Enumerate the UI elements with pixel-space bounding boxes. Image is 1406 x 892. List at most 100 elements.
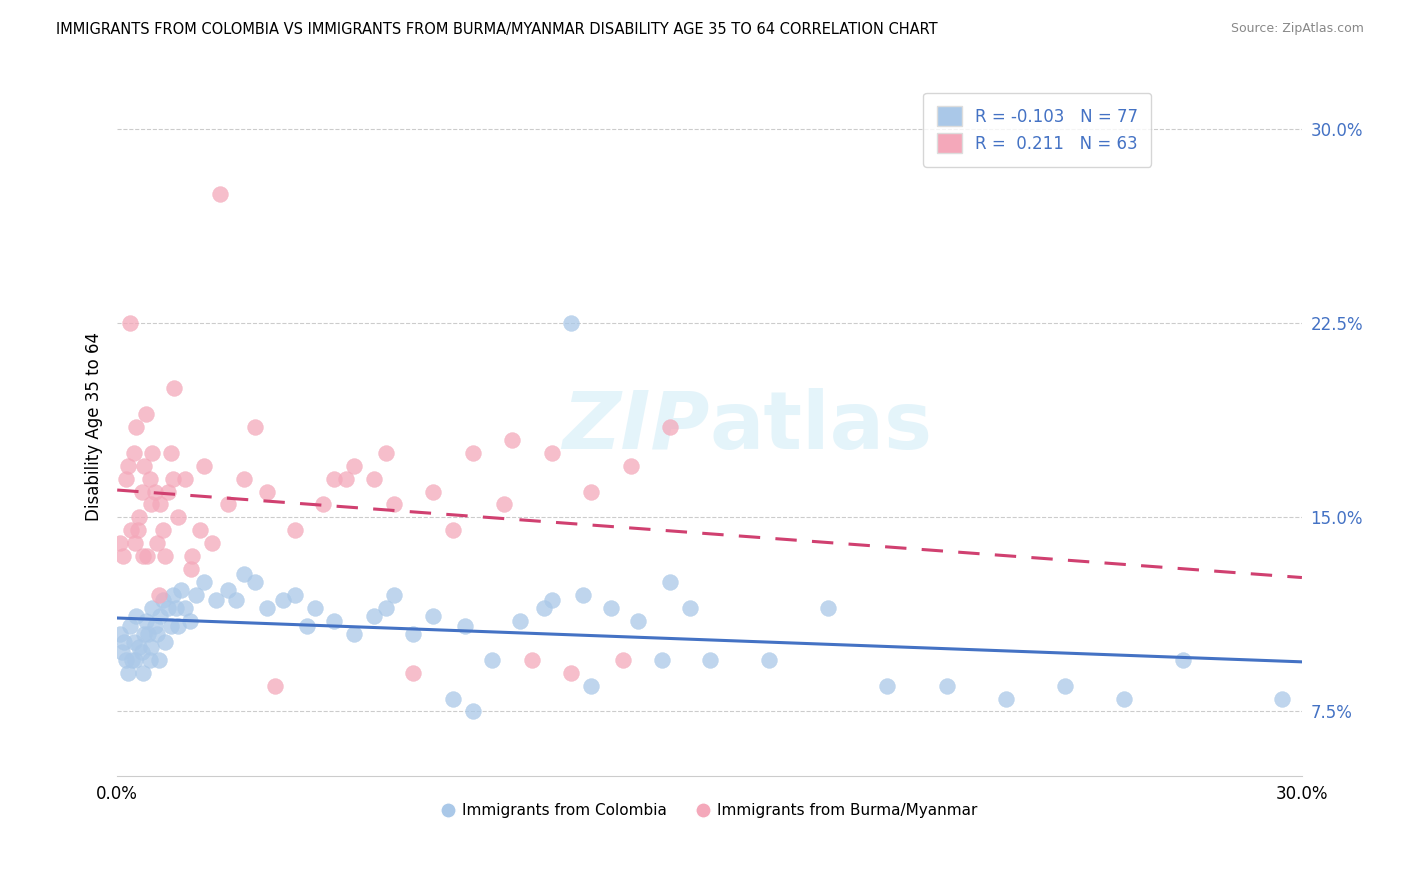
Point [122, 445, 145, 459]
Point [132, 458, 155, 473]
Point [138, 472, 160, 486]
Point [186, 588, 208, 602]
Point [110, 536, 132, 550]
Point [876, 679, 898, 693]
Point [139, 498, 162, 512]
Point [131, 484, 153, 499]
Point [163, 381, 186, 395]
Point [128, 510, 150, 524]
Point [148, 653, 170, 667]
Point [256, 601, 278, 615]
Point [180, 562, 202, 576]
Point [124, 653, 146, 667]
Point [264, 679, 287, 693]
Point [245, 419, 267, 434]
Point [156, 601, 179, 615]
Point [118, 316, 141, 330]
Point [135, 549, 157, 564]
Point [117, 665, 139, 680]
Point [159, 445, 181, 459]
Point [110, 627, 132, 641]
Point [284, 588, 307, 602]
Point [156, 484, 179, 499]
Point [148, 588, 170, 602]
Point [402, 627, 425, 641]
Point [208, 186, 231, 201]
Legend: Immigrants from Colombia, Immigrants from Burma/Myanmar: Immigrants from Colombia, Immigrants fro… [436, 797, 983, 824]
Point [599, 601, 621, 615]
Point [141, 445, 163, 459]
Point [167, 510, 190, 524]
Point [179, 614, 201, 628]
Point [295, 619, 318, 633]
Point [612, 653, 634, 667]
Point [374, 601, 396, 615]
Point [143, 484, 166, 499]
Point [363, 608, 385, 623]
Point [579, 484, 602, 499]
Y-axis label: Disability Age 35 to 64: Disability Age 35 to 64 [86, 333, 103, 521]
Point [509, 614, 531, 628]
Point [560, 665, 582, 680]
Point [1053, 679, 1076, 693]
Point [149, 498, 172, 512]
Point [540, 593, 562, 607]
Point [122, 634, 145, 648]
Point [994, 691, 1017, 706]
Point [115, 653, 138, 667]
Point [1114, 691, 1136, 706]
Point [132, 627, 155, 641]
Point [201, 536, 224, 550]
Point [217, 582, 239, 597]
Text: Source: ZipAtlas.com: Source: ZipAtlas.com [1230, 22, 1364, 36]
Point [141, 601, 163, 615]
Point [232, 567, 254, 582]
Point [132, 549, 155, 564]
Point [441, 524, 464, 538]
Point [323, 614, 346, 628]
Point [135, 614, 157, 628]
Point [1271, 691, 1294, 706]
Point [817, 601, 839, 615]
Point [533, 601, 555, 615]
Point [402, 665, 425, 680]
Point [461, 705, 484, 719]
Point [139, 640, 162, 654]
Point [138, 653, 160, 667]
Point [232, 472, 254, 486]
Point [422, 608, 444, 623]
Point [174, 601, 197, 615]
Point [256, 484, 278, 499]
Point [217, 498, 239, 512]
Point [284, 524, 307, 538]
Point [146, 536, 169, 550]
Point [128, 640, 150, 654]
Point [501, 433, 523, 447]
Point [422, 484, 444, 499]
Point [619, 458, 641, 473]
Point [167, 619, 190, 633]
Point [112, 549, 135, 564]
Point [935, 679, 957, 693]
Point [193, 458, 215, 473]
Point [174, 472, 197, 486]
Point [245, 575, 267, 590]
Point [758, 653, 780, 667]
Text: ZIP: ZIP [562, 388, 710, 466]
Point [540, 445, 562, 459]
Point [323, 472, 346, 486]
Point [382, 588, 405, 602]
Point [520, 653, 543, 667]
Point [271, 593, 294, 607]
Point [143, 619, 166, 633]
Point [188, 524, 211, 538]
Point [170, 582, 193, 597]
Point [659, 419, 682, 434]
Point [679, 601, 702, 615]
Point [225, 593, 247, 607]
Point [115, 472, 138, 486]
Point [155, 549, 177, 564]
Point [454, 619, 477, 633]
Point [135, 407, 157, 421]
Point [152, 593, 174, 607]
